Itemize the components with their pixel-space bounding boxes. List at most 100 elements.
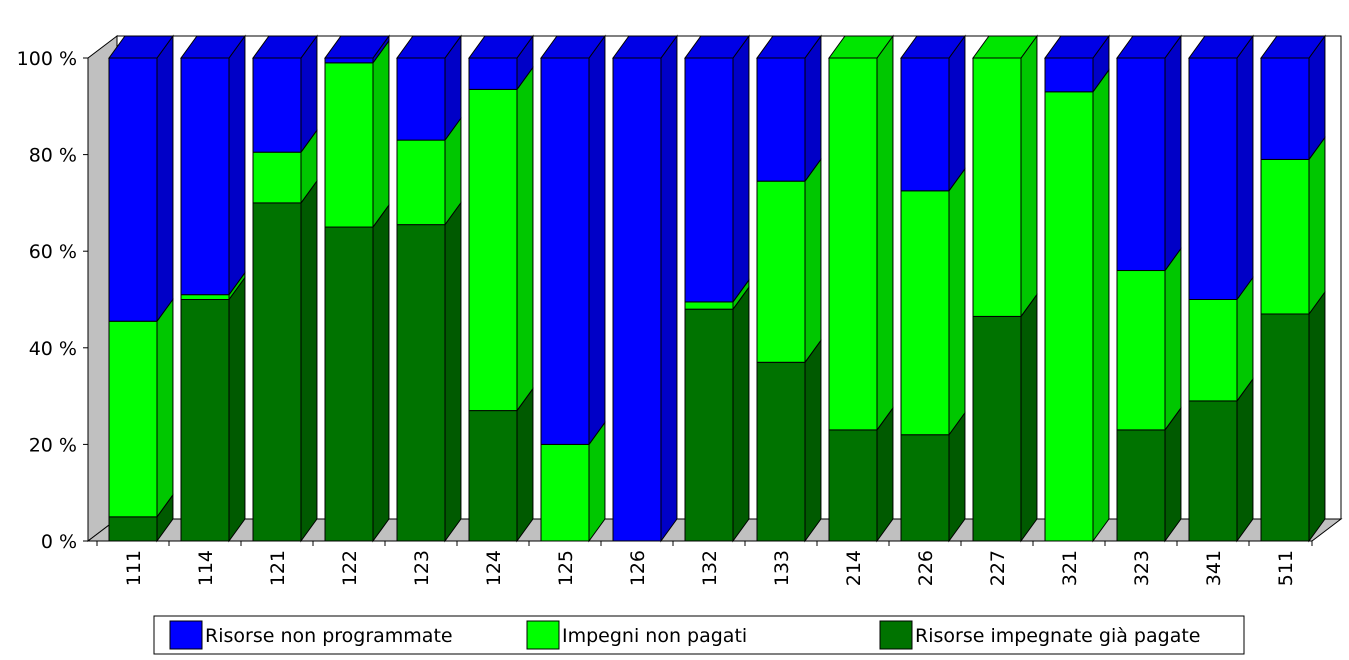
bar-segment-side xyxy=(372,39,390,229)
legend-box xyxy=(153,615,1245,655)
bar-segment-side xyxy=(732,34,750,304)
bar-segment xyxy=(1188,57,1238,300)
x-tick-label: 114 xyxy=(195,550,217,586)
bar-segment xyxy=(252,57,302,153)
bar-segment-side xyxy=(948,34,966,193)
bar-stack-114 xyxy=(180,34,246,543)
bar-stack-123 xyxy=(396,34,462,543)
x-tick-label: 321 xyxy=(1059,550,1081,586)
bar-stack-133 xyxy=(756,34,822,543)
bar-segment xyxy=(756,180,806,363)
bar-segment-side xyxy=(1020,34,1038,318)
bar-segment xyxy=(1116,57,1166,272)
bar-segment xyxy=(252,151,302,204)
bar-segment xyxy=(1260,57,1310,160)
bar-segment-top xyxy=(972,35,1038,59)
bar-segment-top xyxy=(1188,35,1254,59)
bar-stack-122 xyxy=(324,34,390,543)
bar-segment xyxy=(684,57,734,303)
bar-stack-214 xyxy=(828,34,894,543)
bar-segment-top xyxy=(180,35,246,59)
x-tick-label: 227 xyxy=(987,550,1009,586)
bar-segment xyxy=(828,57,878,431)
x-tick-label: 111 xyxy=(123,550,145,586)
bar-segment xyxy=(180,299,230,542)
bar-segment-top xyxy=(684,35,750,59)
bar-stack-121 xyxy=(252,34,318,543)
bar-segment-side xyxy=(372,203,390,543)
bar-segment xyxy=(1116,270,1166,431)
bar-segment-side xyxy=(1164,406,1182,543)
bar-segment xyxy=(972,57,1022,317)
bar-segment xyxy=(468,88,518,412)
bar-segment xyxy=(684,308,734,542)
bar-segment-side xyxy=(804,157,822,364)
x-tick-label: 125 xyxy=(555,550,577,586)
y-tick-label: 0 % xyxy=(41,531,77,553)
bar-segment xyxy=(180,57,230,296)
x-tick-label: 123 xyxy=(411,550,433,586)
legend-label: Impegni non pagati xyxy=(562,625,747,647)
legend-swatch xyxy=(879,620,913,650)
bar-segment-side xyxy=(804,34,822,183)
bar-segment-top xyxy=(1116,35,1182,59)
y-axis: 0 % 20 % 40 % 60 % 80 % 100 % xyxy=(17,48,89,553)
bar-segment-top xyxy=(108,35,174,59)
y-tick-label: 80 % xyxy=(29,145,77,167)
bar-segment-top xyxy=(1260,35,1326,59)
bar-segment xyxy=(900,57,950,192)
bar-segment-side xyxy=(660,34,678,543)
bar-segment-side xyxy=(444,201,462,543)
bar-segment-top xyxy=(396,35,462,59)
bar-segment-side xyxy=(1236,34,1254,302)
bar-stack-126 xyxy=(612,34,678,543)
bar-segment-side xyxy=(732,285,750,543)
y-tick-label: 100 % xyxy=(17,48,77,70)
bar-segment xyxy=(1116,429,1166,542)
bar-segment-side xyxy=(1308,290,1326,543)
bar-stack-226 xyxy=(900,34,966,543)
bar-segment xyxy=(1260,313,1310,542)
bar-segment-side xyxy=(876,406,894,543)
bar-stack-227 xyxy=(972,34,1038,543)
bar-segment-side xyxy=(804,338,822,543)
bar-segment xyxy=(1188,400,1238,542)
bar-segment-side xyxy=(156,34,174,323)
bar-segment xyxy=(1044,91,1094,542)
bar-segment-side xyxy=(588,34,606,446)
bar-segment xyxy=(828,429,878,542)
bar-segment xyxy=(396,57,446,141)
x-tick-label: 126 xyxy=(627,550,649,586)
bar-segment-side xyxy=(228,34,246,297)
x-tick-label: 121 xyxy=(267,550,289,586)
bar-segment-side xyxy=(156,297,174,519)
bar-segment-side xyxy=(1164,34,1182,273)
bar-segment-side xyxy=(1020,292,1038,543)
bar-segment xyxy=(396,139,446,226)
bar-stack-132 xyxy=(684,34,750,543)
x-tick-label: 132 xyxy=(699,550,721,586)
bar-segment-side xyxy=(1092,68,1110,543)
bar-segment-side xyxy=(300,179,318,543)
bar-segment-top xyxy=(540,35,606,59)
bar-segment xyxy=(108,57,158,322)
bar-segment-side xyxy=(1236,377,1254,543)
x-tick-label: 122 xyxy=(339,550,361,586)
bar-segment xyxy=(1260,158,1310,315)
bar-segment-top xyxy=(900,35,966,59)
bar-stack-341 xyxy=(1188,34,1254,543)
bar-segment-top xyxy=(828,35,894,59)
bar-segment-top xyxy=(252,35,318,59)
y-tick-label: 60 % xyxy=(29,241,77,263)
bar-segment xyxy=(396,224,446,542)
bar-segment xyxy=(1044,57,1094,93)
bar-segment-top xyxy=(612,35,678,59)
bar-segment-top xyxy=(756,35,822,59)
bar-stack-511 xyxy=(1260,34,1326,543)
bars-group xyxy=(108,34,1326,543)
bar-segment xyxy=(972,315,1022,542)
bar-segment xyxy=(468,57,518,90)
y-tick-label: 40 % xyxy=(29,338,77,360)
bar-segment xyxy=(324,62,374,228)
